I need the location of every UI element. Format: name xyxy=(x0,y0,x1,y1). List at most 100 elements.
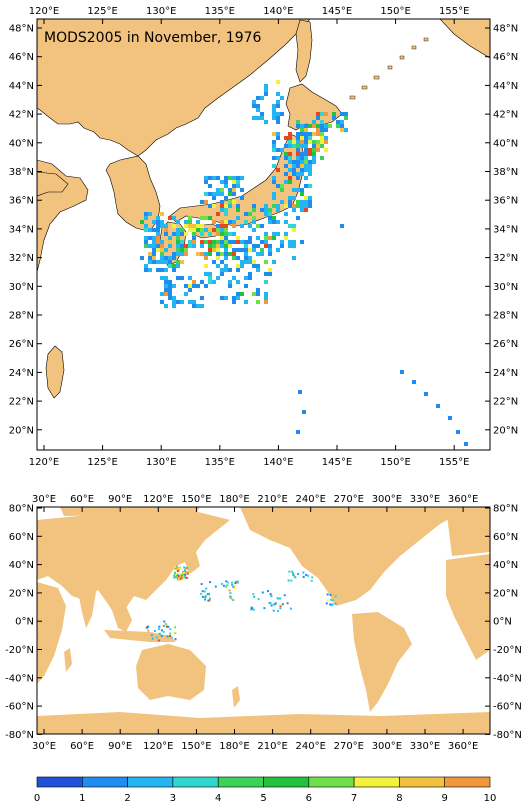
observation-cell xyxy=(330,598,333,601)
observation-cell xyxy=(296,176,300,180)
observation-cell xyxy=(340,112,344,116)
observation-cell xyxy=(284,152,288,156)
observation-cell xyxy=(240,176,244,180)
observation-cell xyxy=(252,264,256,268)
observation-cell xyxy=(288,224,292,228)
observation-cell xyxy=(252,220,256,224)
colorbar: 0 1 2 3 4 5 6 7 8 9 10 xyxy=(34,776,496,804)
lat-tick-label-left: 44°N xyxy=(9,81,34,92)
observation-cell xyxy=(220,188,224,192)
observation-cell xyxy=(220,260,224,264)
observation-cell xyxy=(325,602,328,605)
observation-cell xyxy=(296,132,300,136)
observation-cell xyxy=(256,288,260,292)
observation-cell xyxy=(260,208,264,212)
observation-cell xyxy=(220,272,224,276)
observation-cell xyxy=(331,593,334,596)
lon-tick-label-bottom: 330°E xyxy=(410,741,440,752)
observation-cell xyxy=(212,280,216,284)
observation-cell xyxy=(344,128,348,132)
observation-cell xyxy=(208,240,212,244)
observation-cell xyxy=(208,216,212,220)
observation-cell xyxy=(292,572,295,575)
observation-cell xyxy=(284,204,288,208)
observation-cell xyxy=(276,132,280,136)
lon-tick-label-bottom: 135°E xyxy=(205,457,235,468)
observation-cell xyxy=(153,629,156,632)
observation-cell xyxy=(232,224,236,228)
regional-observations xyxy=(140,80,468,446)
lat-tick-label-right: 40°N xyxy=(493,560,518,571)
observation-cell xyxy=(232,232,236,236)
observation-cell xyxy=(276,184,280,188)
observation-cell xyxy=(288,200,292,204)
observation-cell xyxy=(172,232,176,236)
lat-tick-label-right: 40°N xyxy=(493,138,518,149)
observation-cell xyxy=(292,164,296,168)
observation-cell xyxy=(292,160,296,164)
observation-cell xyxy=(412,380,416,384)
observation-cell xyxy=(158,625,161,628)
observation-cell xyxy=(173,565,176,568)
observation-cell xyxy=(280,604,283,607)
lat-tick-label-left: 22°N xyxy=(9,397,34,408)
observation-cell xyxy=(188,224,192,228)
observation-cell xyxy=(144,236,148,240)
observation-cell xyxy=(256,224,260,228)
lat-tick-label-left: 0°N xyxy=(15,617,34,628)
observation-cell xyxy=(302,576,305,578)
observation-cell xyxy=(272,180,276,184)
lon-tick-label-top: 140°E xyxy=(263,6,293,17)
observation-cell xyxy=(256,116,260,120)
lat-tick-label-left: 20°N xyxy=(9,588,34,599)
observation-cell xyxy=(304,208,308,212)
observation-cell xyxy=(148,268,152,272)
observation-cell xyxy=(276,232,280,236)
observation-cell xyxy=(272,236,276,240)
observation-cell xyxy=(147,625,150,628)
observation-cell xyxy=(148,252,152,256)
observation-cell xyxy=(257,598,260,600)
observation-cell xyxy=(174,572,176,574)
observation-cell xyxy=(206,593,209,596)
observation-cell xyxy=(300,160,304,164)
observation-cell xyxy=(296,152,300,156)
observation-cell xyxy=(144,224,148,228)
observation-cell xyxy=(292,144,296,148)
observation-cell xyxy=(280,148,284,152)
observation-cell xyxy=(340,124,344,128)
observation-cell xyxy=(312,152,316,156)
observation-cell xyxy=(272,204,276,208)
observation-cell xyxy=(288,168,292,172)
observation-cell xyxy=(174,567,177,570)
observation-cell xyxy=(228,284,232,288)
observation-cell xyxy=(272,176,276,180)
observation-cell xyxy=(276,156,280,160)
observation-cell xyxy=(252,248,256,252)
observation-cell xyxy=(180,576,183,579)
observation-cell xyxy=(140,220,144,224)
observation-cell xyxy=(264,236,268,240)
lon-tick-label-top: 125°E xyxy=(87,6,117,17)
observation-cell xyxy=(272,140,276,144)
observation-cell xyxy=(228,192,232,196)
lon-tick-label-bottom: 150°E xyxy=(181,741,211,752)
observation-cell xyxy=(340,128,344,132)
observation-cell xyxy=(202,595,204,598)
observation-cell xyxy=(148,260,152,264)
observation-cell xyxy=(160,240,164,244)
observation-cell xyxy=(320,128,324,132)
observation-cell xyxy=(232,252,236,256)
observation-cell xyxy=(272,220,276,224)
observation-cell xyxy=(292,140,296,144)
observation-cell xyxy=(224,228,228,232)
observation-cell xyxy=(224,176,228,180)
observation-cell xyxy=(260,252,264,256)
observation-cell xyxy=(181,577,184,580)
observation-cell xyxy=(178,567,181,570)
observation-cell xyxy=(200,583,203,585)
observation-cell xyxy=(252,260,256,264)
observation-cell xyxy=(204,252,208,256)
observation-cell xyxy=(224,208,228,212)
observation-cell xyxy=(336,124,340,128)
